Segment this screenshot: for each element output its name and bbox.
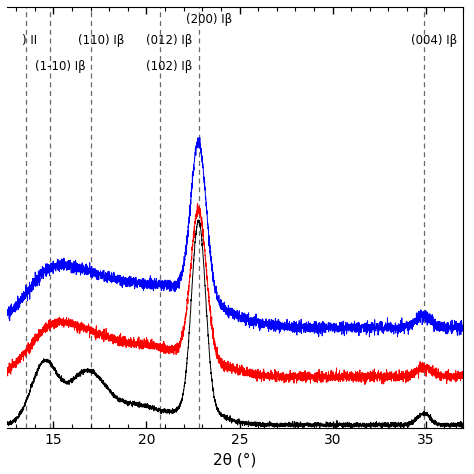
Text: (102) Iβ: (102) Iβ — [146, 60, 193, 73]
Text: (1-10) Iβ: (1-10) Iβ — [35, 60, 86, 73]
Text: (004) Iβ: (004) Iβ — [410, 34, 457, 47]
Text: (200) Iβ: (200) Iβ — [185, 13, 232, 26]
Text: (012) Iβ: (012) Iβ — [146, 34, 193, 47]
X-axis label: 2θ (°): 2θ (°) — [213, 452, 256, 467]
Text: ) II: ) II — [22, 34, 37, 47]
Text: (110) Iβ: (110) Iβ — [78, 34, 124, 47]
